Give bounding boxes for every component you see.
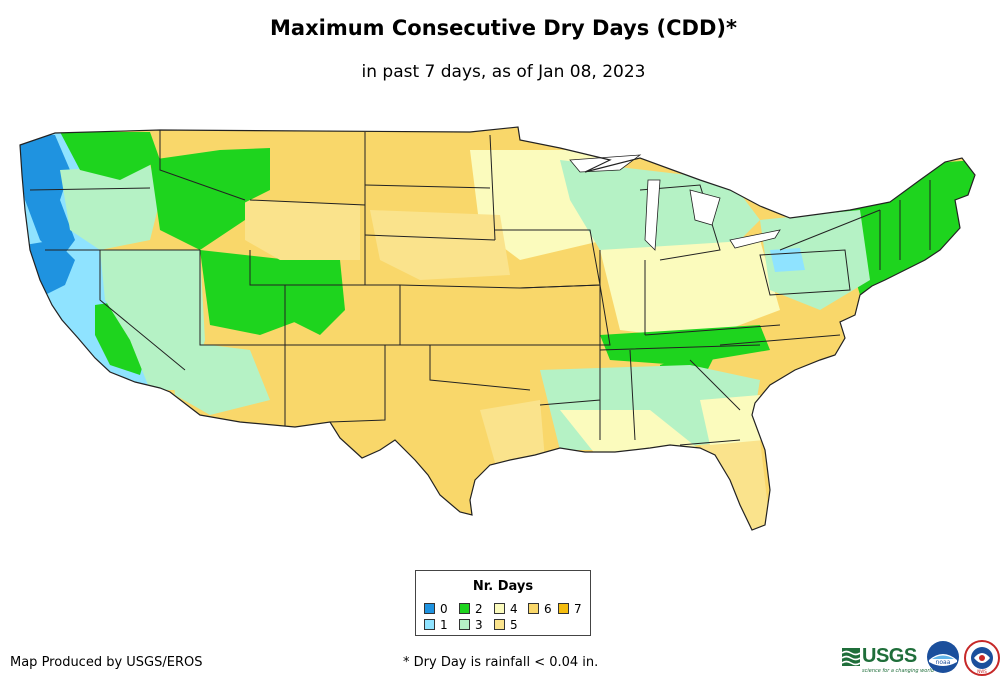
border-new-england — [879, 180, 931, 270]
border-sd-ne — [364, 234, 496, 241]
noaa-wordmark: noaa — [936, 659, 951, 666]
border-mn-east — [489, 134, 496, 241]
usgs-wordmark: USGS — [862, 645, 917, 667]
state-borders — [29, 130, 931, 446]
lake-erie — [729, 229, 781, 249]
border-co — [285, 284, 401, 346]
border-il-in — [599, 250, 646, 345]
region-washington-green — [60, 132, 160, 180]
region-utah-green — [200, 250, 300, 335]
border-nv-east — [99, 250, 186, 371]
legend-swatch-4 — [494, 603, 505, 614]
producer-credit: Map Produced by USGS/EROS — [10, 655, 203, 670]
border-ga-fl — [679, 439, 741, 446]
border-ny — [779, 209, 881, 251]
lake-superior — [569, 154, 642, 173]
region-georgia-4day — [700, 395, 765, 445]
legend-swatch-1 — [424, 619, 435, 630]
great-lakes — [569, 154, 781, 251]
map-subtitle: in past 7 days, as of Jan 08, 2023 — [361, 62, 646, 82]
nws-logo[interactable]: NWS — [964, 640, 1000, 676]
legend-label-4: 4 — [510, 602, 518, 616]
cdd-region-fills — [20, 130, 975, 530]
region-nebraska-5day — [370, 210, 510, 280]
region-wyoming-yellow — [245, 200, 360, 260]
usgs-wave-icon — [842, 648, 860, 666]
region-colorado-green — [280, 260, 345, 335]
legend-label-2: 2 — [475, 602, 483, 616]
border-pa — [759, 249, 851, 296]
border-ms-al — [599, 349, 636, 441]
region-montana-green — [215, 148, 270, 205]
border-nm-tx — [329, 345, 386, 423]
legend-label-5: 5 — [510, 618, 518, 632]
dry-day-footnote: * Dry Day is rainfall < 0.04 in. — [403, 655, 599, 670]
lake-huron — [689, 189, 721, 226]
border-ok-tx — [429, 345, 531, 391]
legend-swatch-6 — [528, 603, 539, 614]
noaa-logo[interactable]: noaa — [926, 640, 960, 674]
usgs-tagline: science for a changing world — [862, 668, 934, 674]
border-oh-ky-tn — [599, 324, 781, 351]
border-ut — [199, 250, 286, 346]
region-pacific-nw-0day — [20, 135, 75, 260]
usgs-logo[interactable]: USGS science for a changing world — [842, 642, 934, 676]
region-east-texas-5day — [480, 400, 545, 480]
legend: Nr. Days 0 1 2 3 4 5 6 7 — [415, 570, 591, 636]
agency-logos: USGS science for a changing world noaa N… — [842, 638, 1002, 680]
border-nd-sd — [364, 184, 491, 189]
legend-label-3: 3 — [475, 618, 483, 632]
border-wa-or — [29, 187, 151, 191]
border-id-mt — [159, 130, 246, 201]
map-title: Maximum Consecutive Dry Days (CDD)* — [270, 16, 737, 40]
region-ny-1day — [770, 248, 805, 272]
region-pennsylvania-mint — [760, 210, 870, 310]
border-nc-va — [719, 334, 841, 346]
legend-swatch-0 — [424, 603, 435, 614]
legend-label-0: 0 — [440, 602, 448, 616]
legend-swatch-2 — [459, 603, 470, 614]
legend-swatch-3 — [459, 619, 470, 630]
region-tennessee-green — [600, 325, 770, 365]
legend-label-1: 1 — [440, 618, 448, 632]
region-southwest-mint — [170, 340, 270, 415]
us-cdd-map — [19, 126, 976, 531]
legend-title: Nr. Days — [472, 579, 534, 594]
nws-wordmark: NWS — [977, 669, 987, 674]
border-ga-sc — [689, 359, 741, 411]
region-oregon-mint — [60, 165, 160, 250]
lake-michigan — [644, 179, 661, 251]
legend-label-6: 6 — [544, 602, 552, 616]
legend-swatch-7 — [558, 603, 569, 614]
border-ne-ks — [399, 284, 521, 289]
legend-swatch-5 — [494, 619, 505, 630]
legend-label-7: 7 — [574, 602, 582, 616]
